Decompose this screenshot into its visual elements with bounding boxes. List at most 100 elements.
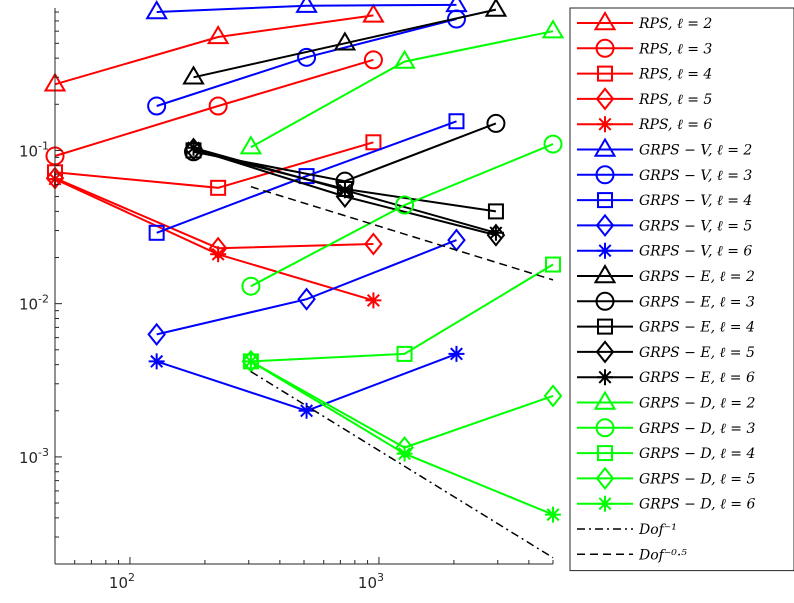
series-16-point-1: [395, 195, 415, 215]
legend-entry-13: GRPS − E, ℓ = 5: [577, 340, 755, 364]
series-8-line: [156, 239, 457, 336]
legend-marker: [597, 369, 613, 386]
legend-label: GRPS − D, ℓ = 3: [639, 421, 755, 437]
legend-entry-18: GRPS − D, ℓ = 5: [577, 466, 755, 491]
series-7-line: [156, 120, 457, 234]
series-9: [148, 345, 465, 419]
series-16: [241, 134, 563, 296]
legend-label: GRPS − E, ℓ = 2: [639, 269, 755, 285]
legend-marker: [597, 445, 613, 462]
legend-label: GRPS − V, ℓ = 4: [639, 193, 752, 209]
series-17-point-1: [396, 345, 413, 362]
series-7-point-2: [448, 113, 465, 130]
series-15-point-0: [239, 135, 263, 155]
series-17-point-2: [545, 256, 561, 273]
series-16-point-2: [543, 134, 563, 154]
legend-marker: [595, 340, 615, 364]
legend-entry-21: Dof⁻⁰·⁵: [577, 547, 687, 563]
legend-entry-20: Dof⁻¹: [577, 522, 677, 538]
series-1: [45, 50, 383, 166]
legend-label: GRPS − D, ℓ = 2: [639, 396, 755, 412]
legend-label: RPS, ℓ = 6: [638, 117, 712, 133]
series-10-point-1: [333, 31, 357, 51]
legend-entry-10: GRPS − E, ℓ = 2: [577, 264, 755, 285]
series-11-point-2: [486, 113, 506, 133]
legend-marker: [593, 11, 617, 31]
series-7-point-0: [148, 224, 165, 241]
legend-label: GRPS − E, ℓ = 4: [639, 320, 755, 336]
series-21-line: [250, 185, 554, 281]
legend-label: RPS, ℓ = 3: [638, 41, 712, 57]
legend-label: GRPS − E, ℓ = 5: [639, 345, 755, 361]
legend-label: GRPS − E, ℓ = 3: [639, 294, 755, 310]
legend-marker: [593, 137, 617, 157]
legend-marker: [595, 87, 615, 111]
series-1-point-2: [363, 50, 383, 70]
series-4-point-1: [210, 246, 227, 263]
series-19-line: [250, 360, 554, 516]
series-18-point-2: [543, 384, 563, 408]
legend-label: GRPS − D, ℓ = 6: [639, 497, 755, 513]
legend-label: RPS, ℓ = 5: [638, 92, 712, 108]
legend-label: GRPS − D, ℓ = 5: [639, 471, 755, 487]
legend-marker: [597, 65, 613, 82]
series-13-point-0: [184, 137, 203, 161]
series-2-point-1: [210, 179, 227, 196]
series-2-line: [54, 141, 374, 189]
series-18-point-0: [241, 349, 261, 373]
legend-marker: [597, 495, 613, 512]
series-19-point-1: [396, 445, 413, 462]
y-tick-label: 10-2: [19, 293, 49, 314]
legend-entry-16: GRPS − D, ℓ = 3: [577, 418, 755, 438]
series-9-point-0: [148, 353, 165, 370]
series-16-line: [250, 143, 554, 288]
legend-marker: [595, 291, 615, 311]
series-0: [43, 3, 385, 92]
series-0-line: [54, 14, 374, 86]
series-5-line: [156, 3, 457, 13]
series-5: [145, 0, 468, 20]
series-5-point-0: [145, 0, 168, 20]
series-3-line: [54, 177, 374, 250]
series-15-point-1: [393, 49, 416, 69]
series-20-line: [250, 370, 554, 559]
series-10-point-2: [484, 0, 508, 17]
legend-entry-0: RPS, ℓ = 2: [577, 11, 712, 32]
legend-entry-7: GRPS − V, ℓ = 4: [577, 192, 752, 209]
series-1-line: [54, 58, 374, 157]
series-10-line: [193, 8, 497, 79]
legend-marker: [597, 318, 613, 335]
legend-entry-19: GRPS − D, ℓ = 6: [577, 495, 755, 513]
legend-marker: [595, 38, 615, 58]
legend-entry-8: GRPS − V, ℓ = 5: [577, 213, 752, 238]
legend-entry-11: GRPS − E, ℓ = 3: [577, 291, 755, 311]
legend: RPS, ℓ = 2 RPS, ℓ = 3 RPS, ℓ = 4 RPS, ℓ = 5…: [569, 7, 794, 572]
series-7: [148, 113, 465, 241]
legend-marker: [597, 116, 613, 133]
legend-marker: [595, 466, 615, 491]
series-19-point-2: [545, 506, 561, 523]
legend-entry-12: GRPS − E, ℓ = 4: [577, 318, 755, 336]
series-1-point-1: [208, 96, 228, 116]
series-9-point-2: [448, 345, 465, 362]
series-21: [250, 185, 554, 281]
legend-marker: [597, 242, 613, 259]
legend-marker: [597, 192, 613, 209]
legend-marker: [595, 165, 615, 185]
series-19: [242, 353, 561, 523]
legend-label: GRPS − V, ℓ = 5: [639, 218, 752, 234]
y-tick-label: 10-1: [19, 139, 49, 160]
legend-entry-4: RPS, ℓ = 6: [577, 116, 712, 133]
series-6-line: [156, 18, 457, 107]
series-10-point-0: [182, 65, 205, 85]
series-20: [250, 370, 554, 559]
series-8-point-1: [297, 287, 316, 311]
series-6-point-1: [297, 47, 317, 67]
legend-label: Dof⁻¹: [638, 522, 677, 538]
legend-label: GRPS − D, ℓ = 4: [639, 446, 755, 462]
series-14-point-0: [185, 139, 202, 156]
legend-label: GRPS − V, ℓ = 3: [639, 168, 752, 184]
series-6: [147, 9, 466, 116]
series-13-point-1: [335, 184, 355, 209]
